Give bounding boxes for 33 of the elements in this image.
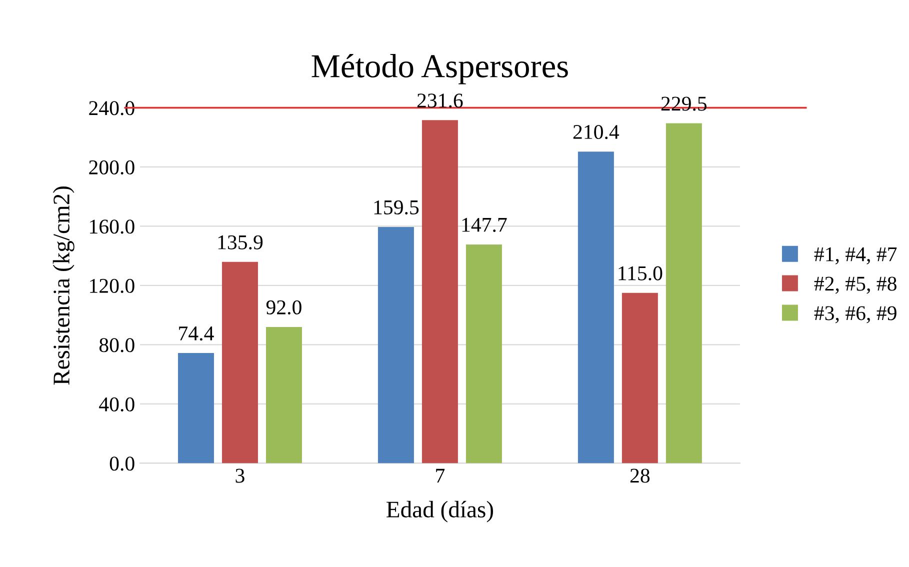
data-label: 231.6	[417, 94, 463, 108]
data-label: 115.0	[618, 266, 662, 280]
y-tick-label: 160.0	[90, 220, 134, 234]
data-label: 92.0	[266, 300, 302, 314]
data-label: 74.4	[179, 326, 214, 341]
legend-label: #3, #6, #9	[814, 306, 896, 324]
y-tick-label: 80.0	[99, 338, 134, 352]
x-tick-label: 3	[236, 468, 244, 483]
y-tick-label: 200.0	[89, 160, 134, 175]
data-label: 135.9	[218, 235, 263, 250]
data-label: 210.4	[573, 124, 620, 140]
bar	[666, 123, 702, 464]
chart-title: Método Aspersores	[312, 54, 568, 84]
y-tick-label: 240.0	[89, 101, 134, 116]
data-label: 147.7	[462, 218, 507, 232]
data-label: 159.5	[374, 200, 419, 214]
bar	[178, 353, 214, 464]
bar	[578, 152, 614, 464]
x-tick-label: 28	[630, 468, 650, 483]
x-tick-label: 7	[436, 468, 445, 483]
y-tick-label: 0.0	[110, 456, 134, 471]
y-tick-label: 40.0	[99, 397, 134, 412]
y-tick-label: 120.0	[90, 278, 134, 294]
bar	[422, 120, 458, 464]
bar	[378, 226, 414, 464]
bar	[222, 262, 258, 464]
bar	[622, 292, 658, 464]
legend-label: #1, #4, #7	[814, 247, 897, 264]
x-axis-title: Edad (días)	[386, 500, 494, 522]
bar	[466, 244, 502, 464]
legend-label: #2, #5, #8	[814, 276, 896, 294]
bar	[266, 326, 302, 464]
y-axis-title: Resistencia (kg/cm2)	[52, 186, 74, 385]
